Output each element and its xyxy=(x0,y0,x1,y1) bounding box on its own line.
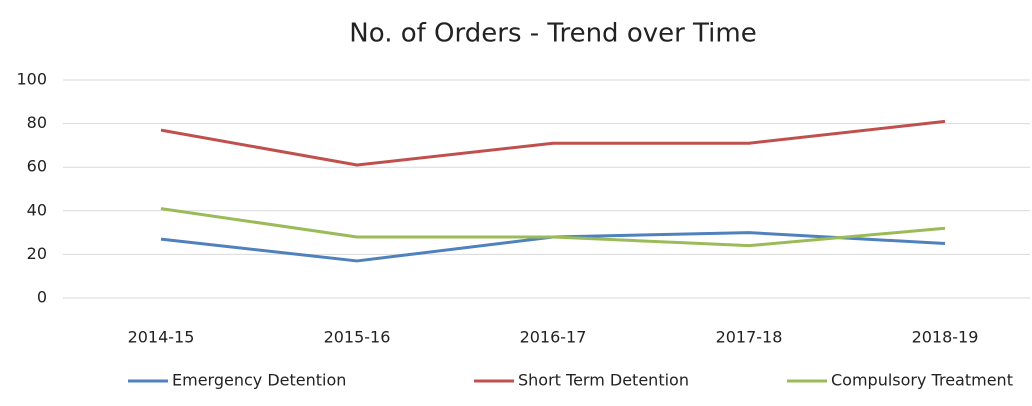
y-tick-label: 100 xyxy=(16,70,47,89)
legend-label: Compulsory Treatment xyxy=(831,371,1013,390)
x-tick-label: 2016-17 xyxy=(520,328,587,347)
y-tick-label: 20 xyxy=(27,244,47,263)
x-tick-label: 2014-15 xyxy=(128,328,195,347)
series-line xyxy=(160,119,946,167)
x-tick-label: 2017-18 xyxy=(716,328,783,347)
y-tick-label: 0 xyxy=(37,288,47,307)
series-line xyxy=(160,207,946,248)
legend-label: Emergency Detention xyxy=(172,371,346,390)
x-tick-label: 2015-16 xyxy=(324,328,391,347)
legend-label: Short Term Detention xyxy=(518,371,689,390)
y-tick-label: 60 xyxy=(27,157,47,176)
chart-title: No. of Orders - Trend over Time xyxy=(349,19,756,49)
x-tick-label: 2018-19 xyxy=(912,328,979,347)
y-tick-label: 80 xyxy=(27,113,47,132)
y-tick-label: 40 xyxy=(27,200,47,219)
